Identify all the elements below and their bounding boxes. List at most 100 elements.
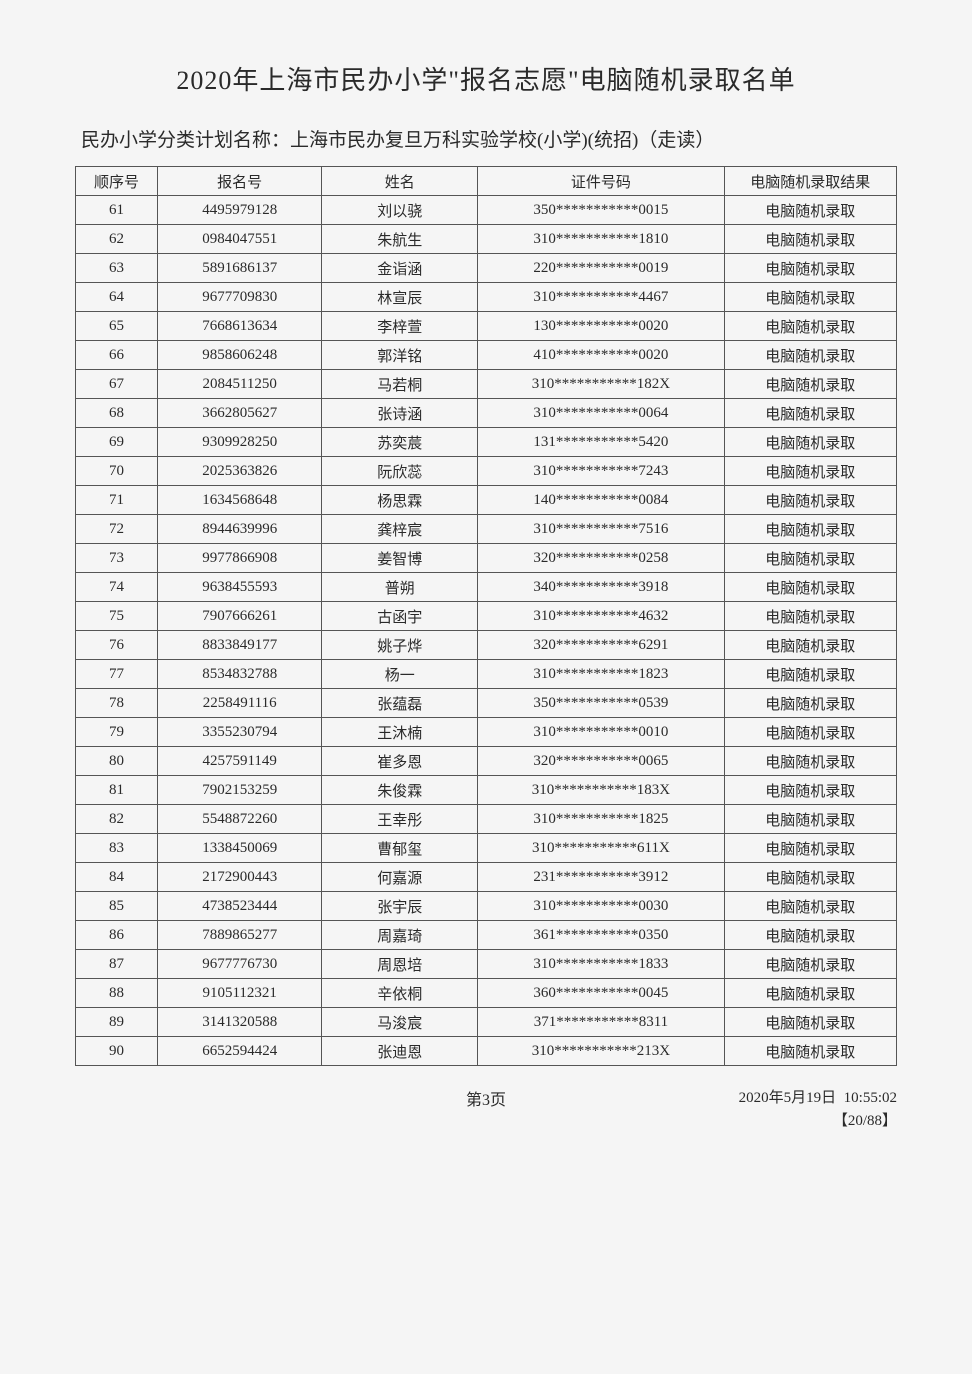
cell-name: 杨一 (322, 660, 478, 689)
table-row: 699309928250苏奕莀131***********5420电脑随机录取 (76, 428, 897, 457)
col-header-id: 证件号码 (478, 167, 724, 196)
cell-name: 周嘉琦 (322, 921, 478, 950)
cell-seq: 83 (76, 834, 158, 863)
table-row: 757907666261古函宇310***********4632电脑随机录取 (76, 602, 897, 631)
cell-reg: 9638455593 (158, 573, 322, 602)
cell-seq: 81 (76, 776, 158, 805)
table-row: 804257591149崔多恩320***********0065电脑随机录取 (76, 747, 897, 776)
table-row: 669858606248郭洋铭410***********0020电脑随机录取 (76, 341, 897, 370)
cell-name: 马浚宸 (322, 1008, 478, 1037)
cell-name: 金诣涵 (322, 254, 478, 283)
cell-reg: 7668613634 (158, 312, 322, 341)
cell-id: 410***********0020 (478, 341, 724, 370)
cell-name: 张宇辰 (322, 892, 478, 921)
cell-seq: 77 (76, 660, 158, 689)
cell-id: 310***********183X (478, 776, 724, 805)
cell-name: 何嘉源 (322, 863, 478, 892)
cell-result: 电脑随机录取 (724, 718, 896, 747)
table-row: 739977866908姜智博320***********0258电脑随机录取 (76, 544, 897, 573)
cell-reg: 0984047551 (158, 225, 322, 254)
table-row: 825548872260王幸彤310***********1825电脑随机录取 (76, 805, 897, 834)
cell-reg: 7907666261 (158, 602, 322, 631)
date-block: 2020年5月19日 10:55:02 【20/88】 (739, 1086, 897, 1130)
cell-result: 电脑随机录取 (724, 225, 896, 254)
cell-reg: 2172900443 (158, 863, 322, 892)
cell-seq: 78 (76, 689, 158, 718)
cell-seq: 63 (76, 254, 158, 283)
cell-reg: 1338450069 (158, 834, 322, 863)
cell-result: 电脑随机录取 (724, 689, 896, 718)
cell-id: 350***********0539 (478, 689, 724, 718)
cell-id: 310***********1823 (478, 660, 724, 689)
cell-seq: 74 (76, 573, 158, 602)
cell-name: 周恩培 (322, 950, 478, 979)
cell-name: 张迪恩 (322, 1037, 478, 1066)
cell-seq: 89 (76, 1008, 158, 1037)
cell-name: 林宣辰 (322, 283, 478, 312)
cell-result: 电脑随机录取 (724, 254, 896, 283)
cell-seq: 69 (76, 428, 158, 457)
cell-reg: 5548872260 (158, 805, 322, 834)
table-row: 614495979128刘以骁350***********0015电脑随机录取 (76, 196, 897, 225)
page-indicator: 【20/88】 (739, 1109, 897, 1130)
table-row: 793355230794王沐楠310***********0010电脑随机录取 (76, 718, 897, 747)
cell-id: 310***********1810 (478, 225, 724, 254)
table-row: 768833849177姚子烨320***********6291电脑随机录取 (76, 631, 897, 660)
cell-seq: 65 (76, 312, 158, 341)
cell-id: 340***********3918 (478, 573, 724, 602)
cell-reg: 9677776730 (158, 950, 322, 979)
cell-seq: 67 (76, 370, 158, 399)
cell-id: 310***********4467 (478, 283, 724, 312)
cell-result: 电脑随机录取 (724, 341, 896, 370)
cell-name: 古函宇 (322, 602, 478, 631)
cell-id: 310***********611X (478, 834, 724, 863)
table-row: 854738523444张宇辰310***********0030电脑随机录取 (76, 892, 897, 921)
cell-reg: 5891686137 (158, 254, 322, 283)
cell-id: 320***********6291 (478, 631, 724, 660)
cell-seq: 86 (76, 921, 158, 950)
cell-id: 310***********7516 (478, 515, 724, 544)
cell-name: 姜智博 (322, 544, 478, 573)
table-row: 702025363826阮欣蕊310***********7243电脑随机录取 (76, 457, 897, 486)
cell-name: 杨思霖 (322, 486, 478, 515)
cell-result: 电脑随机录取 (724, 602, 896, 631)
cell-seq: 80 (76, 747, 158, 776)
subtitle-value: 上海市民办复旦万科实验学校(小学)(统招)（走读） (290, 130, 714, 151)
cell-name: 张蕴磊 (322, 689, 478, 718)
table-row: 657668613634李梓萱130***********0020电脑随机录取 (76, 312, 897, 341)
cell-id: 310***********0030 (478, 892, 724, 921)
subtitle-label: 民办小学分类计划名称： (81, 130, 290, 151)
cell-seq: 88 (76, 979, 158, 1008)
table-row: 906652594424张迪恩310***********213X电脑随机录取 (76, 1037, 897, 1066)
footer-time: 10:55:02 (844, 1090, 897, 1106)
cell-result: 电脑随机录取 (724, 631, 896, 660)
table-row: 782258491116张蕴磊350***********0539电脑随机录取 (76, 689, 897, 718)
cell-id: 320***********0258 (478, 544, 724, 573)
cell-name: 普朔 (322, 573, 478, 602)
table-row: 889105112321辛依桐360***********0045电脑随机录取 (76, 979, 897, 1008)
cell-result: 电脑随机录取 (724, 892, 896, 921)
cell-seq: 79 (76, 718, 158, 747)
cell-result: 电脑随机录取 (724, 776, 896, 805)
cell-reg: 7889865277 (158, 921, 322, 950)
table-row: 635891686137金诣涵220***********0019电脑随机录取 (76, 254, 897, 283)
cell-name: 朱航生 (322, 225, 478, 254)
table-row: 893141320588马浚宸371***********8311电脑随机录取 (76, 1008, 897, 1037)
cell-result: 电脑随机录取 (724, 283, 896, 312)
cell-reg: 6652594424 (158, 1037, 322, 1066)
cell-reg: 2025363826 (158, 457, 322, 486)
cell-reg: 8944639996 (158, 515, 322, 544)
cell-seq: 71 (76, 486, 158, 515)
cell-seq: 62 (76, 225, 158, 254)
cell-result: 电脑随机录取 (724, 950, 896, 979)
cell-result: 电脑随机录取 (724, 399, 896, 428)
cell-reg: 4495979128 (158, 196, 322, 225)
cell-name: 刘以骁 (322, 196, 478, 225)
cell-result: 电脑随机录取 (724, 979, 896, 1008)
table-row: 672084511250马若桐310***********182X电脑随机录取 (76, 370, 897, 399)
table-row: 867889865277周嘉琦361***********0350电脑随机录取 (76, 921, 897, 950)
table-row: 728944639996龚梓宸310***********7516电脑随机录取 (76, 515, 897, 544)
cell-id: 320***********0065 (478, 747, 724, 776)
cell-id: 131***********5420 (478, 428, 724, 457)
cell-seq: 61 (76, 196, 158, 225)
